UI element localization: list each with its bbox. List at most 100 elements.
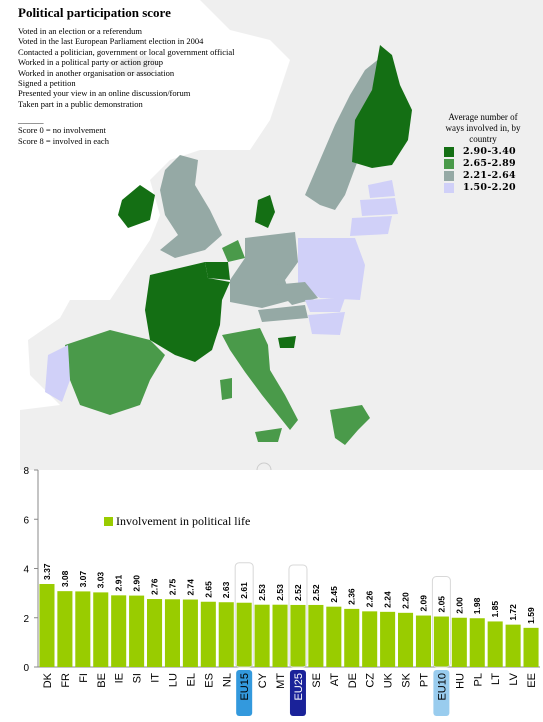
bar-value-label: 1.85 <box>490 601 500 618</box>
category-highlight-box <box>433 670 450 716</box>
map-legend-label: 1.50-2.20 <box>463 182 516 193</box>
bar <box>308 604 324 667</box>
bar-value-label: 3.08 <box>60 570 70 587</box>
map-legend-title-line: ways involved in, by <box>445 123 521 133</box>
region-netherlands <box>222 240 245 262</box>
category-label: SE <box>311 673 323 688</box>
score-rule: ______ <box>18 115 44 125</box>
region-czech <box>272 282 318 305</box>
category-label: DE <box>347 673 359 688</box>
category-label: EU10 <box>436 673 448 701</box>
bar-highlight-frame <box>288 564 308 668</box>
map-legend-label: 2.65-2.89 <box>463 158 516 169</box>
bar-value-label: 2.45 <box>329 586 339 603</box>
category-label: FR <box>60 673 72 688</box>
category-label: IT <box>150 673 162 683</box>
map-legend-label: 2.21-2.64 <box>463 170 516 181</box>
category-label: NL <box>221 673 233 687</box>
bar-value-label: 3.03 <box>96 572 106 589</box>
region-lithuania <box>350 216 392 236</box>
category-label: PT <box>418 673 430 687</box>
map-legend-swatch <box>444 170 454 181</box>
bar-value-label: 2.91 <box>114 575 124 592</box>
bar-value-label: 2.24 <box>383 591 393 608</box>
map-legend: Average number of ways involved in, by cou… <box>432 112 534 193</box>
bar-value-label: 2.90 <box>132 575 142 592</box>
category-label: UK <box>383 672 395 688</box>
region-sweden <box>305 58 380 210</box>
criteria-list: Voted in an election or a referendum Vote… <box>18 26 235 109</box>
bar <box>433 616 449 667</box>
bar-value-label: 3.37 <box>42 563 52 580</box>
bar <box>182 599 198 667</box>
bar-value-label: 2.00 <box>454 597 464 614</box>
map-legend-item: 2.90-3.40 <box>444 146 534 157</box>
region-slovakia <box>305 298 345 312</box>
bar <box>290 604 306 667</box>
category-label: LV <box>508 672 520 685</box>
y-tick-label: 2 <box>23 614 29 625</box>
score-notes: ______ Score 0 = no involvement Score 8 … <box>18 115 109 146</box>
bar <box>469 618 485 667</box>
bar-value-label: 2.26 <box>365 591 375 608</box>
bar-value-label: 2.75 <box>167 578 177 595</box>
bar-value-label: 1.98 <box>472 597 482 614</box>
bar <box>254 604 270 667</box>
bar-value-label: 2.65 <box>203 581 213 598</box>
map-legend-swatch <box>444 182 454 193</box>
bar <box>380 611 396 667</box>
bar <box>505 624 521 667</box>
bar <box>362 611 378 667</box>
region-denmark <box>255 195 275 228</box>
bar <box>451 617 467 667</box>
category-label: HU <box>454 673 466 689</box>
region-finland <box>352 45 412 168</box>
chart-legend-swatch <box>104 517 113 526</box>
region-ireland <box>118 185 155 228</box>
bar-chart: 0 2 4 6 8 3.37 DK 3.08 FR 3.07 FI 3.03 BE 2.91 IE 2.90 S… <box>23 466 540 716</box>
bar <box>344 608 360 667</box>
y-tick-label: 0 <box>23 663 29 674</box>
map-legend-label: 2.90-3.40 <box>463 146 516 157</box>
region-france <box>145 262 230 362</box>
y-tick-label: 4 <box>23 565 29 576</box>
category-label: FI <box>78 673 90 683</box>
category-label: EE <box>526 673 538 688</box>
category-label: PL <box>472 673 484 686</box>
bar <box>415 615 431 667</box>
bar <box>75 591 91 667</box>
bar <box>326 606 342 667</box>
category-label: LU <box>167 673 179 687</box>
region-latvia <box>360 198 398 216</box>
map-legend-title-line: Average number of <box>448 112 518 122</box>
criteria-item: Voted in the last European Parliament el… <box>18 36 204 47</box>
map-legend-item: 2.21-2.64 <box>444 170 534 181</box>
category-highlight-box <box>236 670 253 716</box>
criteria-item: Taken part in a public demonstration <box>18 98 143 109</box>
category-label: SK <box>401 672 413 687</box>
region-sardinia <box>220 378 232 400</box>
region-uk <box>160 155 222 258</box>
bar-value-label: 2.05 <box>436 596 446 613</box>
y-tick-label: 8 <box>23 466 29 477</box>
chart-legend-label: Involvement in political life <box>116 514 251 528</box>
region-poland <box>298 238 365 300</box>
bar-value-label: 1.72 <box>508 604 518 621</box>
region-spain <box>65 330 165 415</box>
region-belgium <box>205 262 230 280</box>
region-italy <box>222 328 298 430</box>
region-portugal <box>45 345 70 402</box>
criteria-item: Voted in an election or a referendum <box>18 26 142 36</box>
bar-value-label: 3.07 <box>78 571 88 588</box>
bar <box>523 627 539 667</box>
criteria-item: Worked in another organisation or associ… <box>18 67 175 78</box>
criteria-item: Worked in a political party or action gr… <box>18 57 163 68</box>
bar <box>487 621 503 667</box>
bar <box>57 591 73 667</box>
region-sicily <box>255 428 282 442</box>
category-label: CZ <box>365 673 377 688</box>
score-zero-note: Score 0 = no involvement <box>18 125 106 136</box>
map-legend-swatch <box>444 158 454 169</box>
bar-value-label: 2.61 <box>239 582 249 599</box>
category-label: ES <box>203 673 215 688</box>
